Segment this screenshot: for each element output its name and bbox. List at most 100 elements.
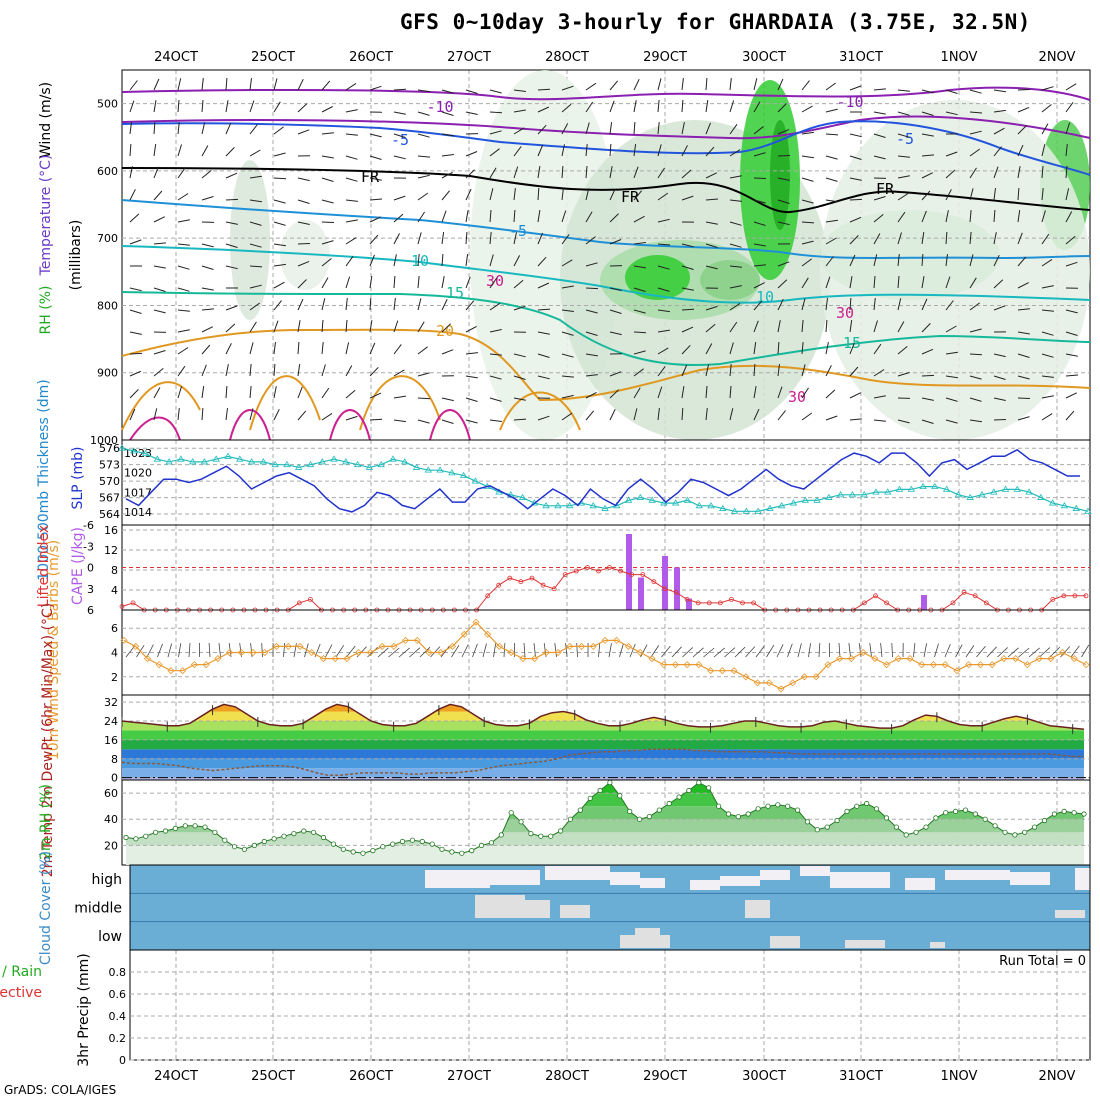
wind-barb — [969, 277, 977, 289]
wind-speed-line — [123, 621, 1087, 690]
wind-barb — [249, 408, 254, 421]
li-marker — [485, 593, 491, 599]
date-label-top: 31OCT — [839, 50, 883, 65]
rh-marker — [1081, 811, 1087, 817]
wind-barb — [729, 364, 732, 377]
wind-barb — [1065, 83, 1077, 91]
wind-barb — [921, 253, 924, 267]
wind-barb — [561, 234, 570, 245]
wind-barb-10m — [608, 643, 612, 658]
wind-barb — [153, 242, 166, 245]
wind-barb — [513, 353, 526, 358]
wind-barb — [441, 253, 444, 267]
wind-barb-10m — [346, 645, 356, 658]
wind-barb — [993, 397, 1006, 401]
wind-barb — [921, 232, 925, 245]
wind-speed-marker — [988, 661, 996, 669]
wind-barb — [873, 214, 884, 223]
rh-marker — [706, 785, 712, 791]
rh-marker — [538, 833, 544, 839]
wind-barb — [537, 353, 550, 358]
wind-barb — [1065, 261, 1078, 267]
wind-barb — [537, 415, 550, 421]
li-marker — [518, 579, 524, 585]
wind-speed-marker — [777, 685, 785, 693]
wind-barb — [657, 265, 670, 270]
rh-marker — [162, 828, 169, 834]
wind-barb — [441, 276, 445, 289]
thickness-marker — [365, 463, 374, 470]
wind-barb — [225, 343, 232, 355]
wind-barb-10m — [724, 647, 736, 658]
wind-barb — [681, 145, 688, 157]
wind-barb — [297, 279, 307, 289]
precip-total-label: Total / Rain — [0, 964, 42, 980]
wind-axis-label: 10m Wind Speed & Barbs (m/s) — [46, 540, 62, 760]
wind-barb — [969, 231, 972, 245]
wind-barb — [609, 389, 620, 399]
rh-marker — [883, 815, 890, 821]
wind-barb — [753, 243, 766, 247]
wind-barb — [321, 155, 334, 159]
precip-tick-label: 0.2 — [109, 1032, 127, 1045]
wind-barb — [945, 254, 948, 267]
wind-barb-10m — [838, 642, 841, 658]
wind-barb-10m — [1028, 647, 1040, 658]
thickness-marker — [200, 458, 209, 465]
cloud-high-block — [640, 878, 665, 888]
wind-barb — [417, 372, 430, 377]
wind-speed-marker — [355, 648, 363, 657]
rh-tick-label: 40 — [104, 813, 118, 826]
thickness-marker — [330, 455, 338, 462]
wind-barb — [321, 132, 334, 135]
wind-barb — [633, 242, 646, 245]
wind-barb — [297, 260, 310, 267]
cloud-high-block — [830, 872, 890, 888]
wind-barb — [393, 369, 405, 377]
wind-barb — [1041, 285, 1054, 289]
wind-barb — [657, 122, 660, 135]
wind-barb — [273, 101, 281, 113]
wind-barb — [249, 302, 260, 311]
li-marker — [651, 579, 657, 585]
wind-barb-10m — [440, 645, 450, 658]
rh-marker — [320, 834, 327, 841]
thickness-marker — [295, 463, 303, 470]
rh-panel: 20 40 60 — [104, 779, 1091, 866]
li-marker — [551, 586, 557, 592]
thickness-marker — [436, 466, 444, 473]
thickness-marker — [848, 491, 857, 498]
thickness-marker — [954, 491, 963, 498]
wind-barb — [849, 392, 862, 399]
wind-barb — [465, 300, 475, 311]
wind-speed-marker — [859, 648, 867, 657]
wind-barb — [681, 308, 695, 311]
li-marker — [307, 597, 313, 602]
wind-barb — [681, 169, 692, 179]
thickness-marker — [801, 496, 809, 503]
temp-band — [122, 695, 1084, 702]
wind-barb — [561, 144, 565, 157]
wind-barb-10m — [1081, 644, 1090, 658]
li-marker — [540, 582, 546, 588]
li-marker — [1072, 593, 1078, 599]
wind-barb — [129, 80, 138, 91]
wind-barb — [729, 265, 742, 268]
wind-barb-10m — [1039, 647, 1051, 658]
wind-barb — [633, 309, 646, 314]
temp-band — [122, 704, 1084, 712]
rh-marker — [182, 823, 188, 829]
thickness-marker — [459, 471, 468, 479]
wind-speed-marker — [589, 642, 597, 650]
wind-barb — [561, 375, 574, 378]
wind-barb — [249, 243, 262, 248]
rh-marker — [478, 842, 485, 849]
rh-marker — [617, 793, 623, 799]
wind-barb — [441, 298, 448, 311]
wind-speed-marker — [343, 655, 351, 663]
rh-marker — [1002, 829, 1008, 835]
wind-barb — [393, 155, 406, 160]
wind-speed-marker — [179, 667, 187, 675]
wind-barb — [465, 352, 478, 355]
wind-barb — [801, 155, 814, 159]
